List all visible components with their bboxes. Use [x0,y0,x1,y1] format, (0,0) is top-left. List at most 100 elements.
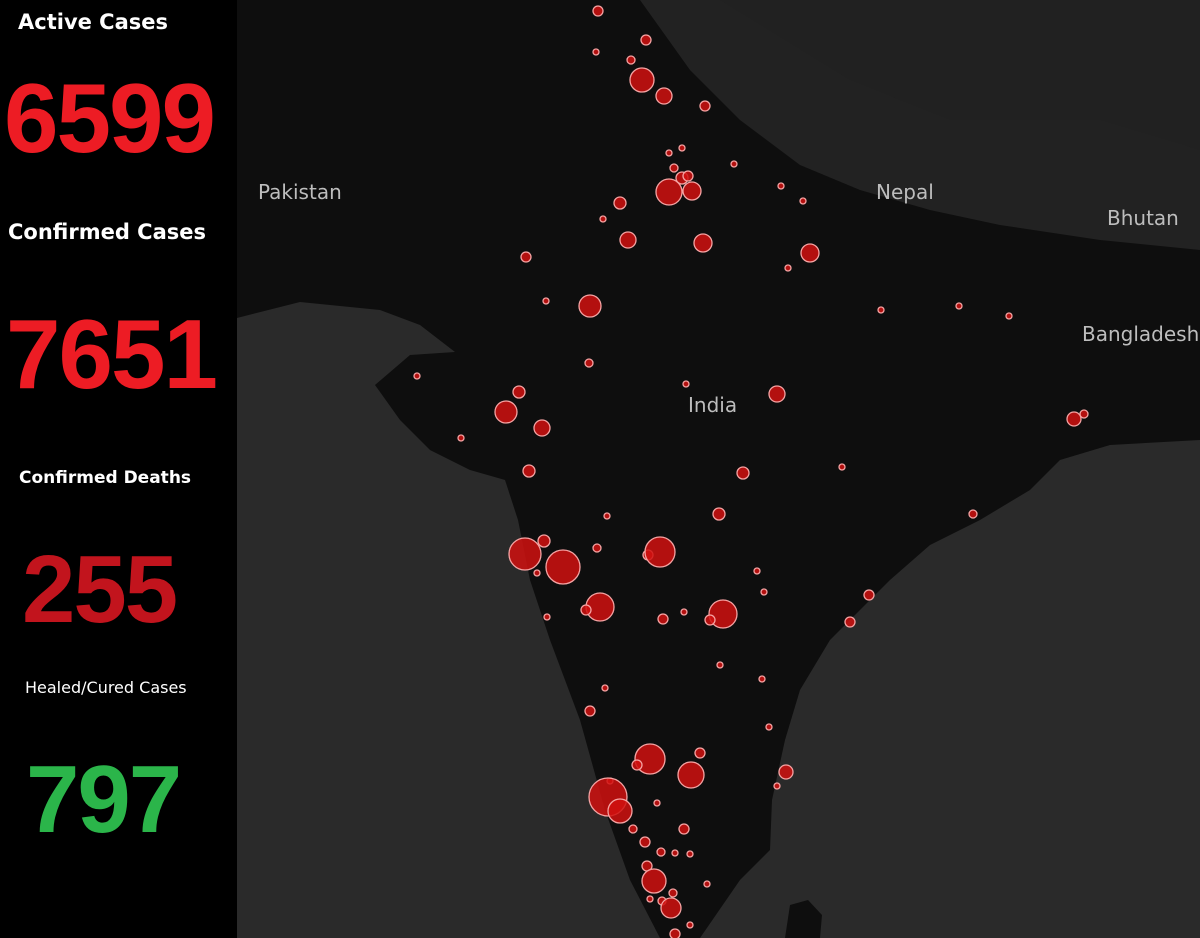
case-bubble [607,798,633,824]
case-bubble [693,233,713,253]
case-bubble [533,569,541,577]
case-bubble [838,463,846,471]
country-label: Nepal [876,180,934,204]
case-bubble [668,888,678,898]
case-bubble [665,149,673,157]
kpi-label: Active Cases [18,10,169,34]
kpi-value: 7651 [6,299,218,409]
case-bubble [1079,409,1089,419]
case-bubble [631,759,643,771]
case-bubble [457,434,465,442]
case-bubble [629,67,655,93]
country-label: India [688,393,737,417]
case-bubble [736,466,750,480]
case-bubble [543,613,551,621]
case-bubble [655,178,683,206]
case-bubble [773,782,781,790]
case-bubble [634,743,666,775]
case-bubble [768,385,786,403]
case-bubble [626,55,636,65]
sri-lanka [785,900,822,938]
case-bubble [703,880,711,888]
kpi-value: 797 [26,746,182,853]
case-bubble [800,243,820,263]
case-bubble [545,549,581,585]
case-bubble [413,372,421,380]
case-bubble [784,264,792,272]
case-bubble [628,824,638,834]
case-bubble [680,608,688,616]
case-bubble [694,747,706,759]
case-bubble [580,604,592,616]
case-bubble [592,543,602,553]
case-bubble [669,163,679,173]
case-bubble [765,723,773,731]
case-bubble [677,761,705,789]
kpi-label: Confirmed Deaths [19,468,192,488]
case-bubble [613,196,627,210]
case-bubble [716,661,724,669]
case-bubble [494,400,518,424]
case-bubble [1005,312,1013,320]
case-bubble [656,847,666,857]
kpi-value: 255 [22,536,178,643]
case-bubble [601,684,609,692]
case-bubble [520,251,532,263]
case-bubble [619,231,637,249]
case-bubble [686,921,694,929]
case-bubble [678,144,686,152]
case-bubble [599,215,607,223]
case-bubble [653,799,661,807]
case-bubble [863,589,875,601]
case-bubbles [413,5,1089,938]
case-bubble [644,536,676,568]
case-bubble [686,850,694,858]
case-bubble [799,197,807,205]
case-bubble [682,170,694,182]
kpi-value: 6599 [4,63,216,173]
map: Pakistan Nepal Bhutan Bangladesh India [237,0,1200,938]
case-bubble [704,614,716,626]
case-bubble [578,294,602,318]
case-bubble [678,823,690,835]
tibet [720,0,1200,150]
case-bubble [592,5,604,17]
case-bubble [682,181,702,201]
case-bubble [758,675,766,683]
case-bubble [760,588,768,596]
case-bubble [877,306,885,314]
country-label: Bhutan [1107,206,1179,230]
case-bubble [669,928,681,938]
case-bubble [753,567,761,575]
case-bubble [730,160,738,168]
case-bubble [708,599,738,629]
case-bubble [639,836,651,848]
case-bubble [640,34,652,46]
case-bubble [646,895,654,903]
case-bubble [655,87,673,105]
case-bubble [584,358,594,368]
land [237,0,1200,938]
country-label: Pakistan [258,180,342,204]
case-bubble [542,297,550,305]
case-bubble [699,100,711,112]
case-bubble [584,705,596,717]
case-bubble [671,849,679,857]
case-bubble [592,48,600,56]
case-bubble [603,512,611,520]
kpi-panel: Active Cases 6599 Confirmed Cases 7651 C… [0,0,237,938]
case-bubble [955,302,963,310]
case-bubble [844,616,856,628]
case-bubble [641,868,667,894]
case-bubble [777,182,785,190]
case-bubble [657,613,669,625]
case-bubble [778,764,794,780]
country-label: Bangladesh [1082,322,1199,346]
case-bubble [512,385,526,399]
case-bubble [682,380,690,388]
kpi-label: Confirmed Cases [8,220,207,244]
case-bubble [660,897,682,919]
case-bubble [712,507,726,521]
case-bubble [522,464,536,478]
case-bubble [508,537,542,571]
